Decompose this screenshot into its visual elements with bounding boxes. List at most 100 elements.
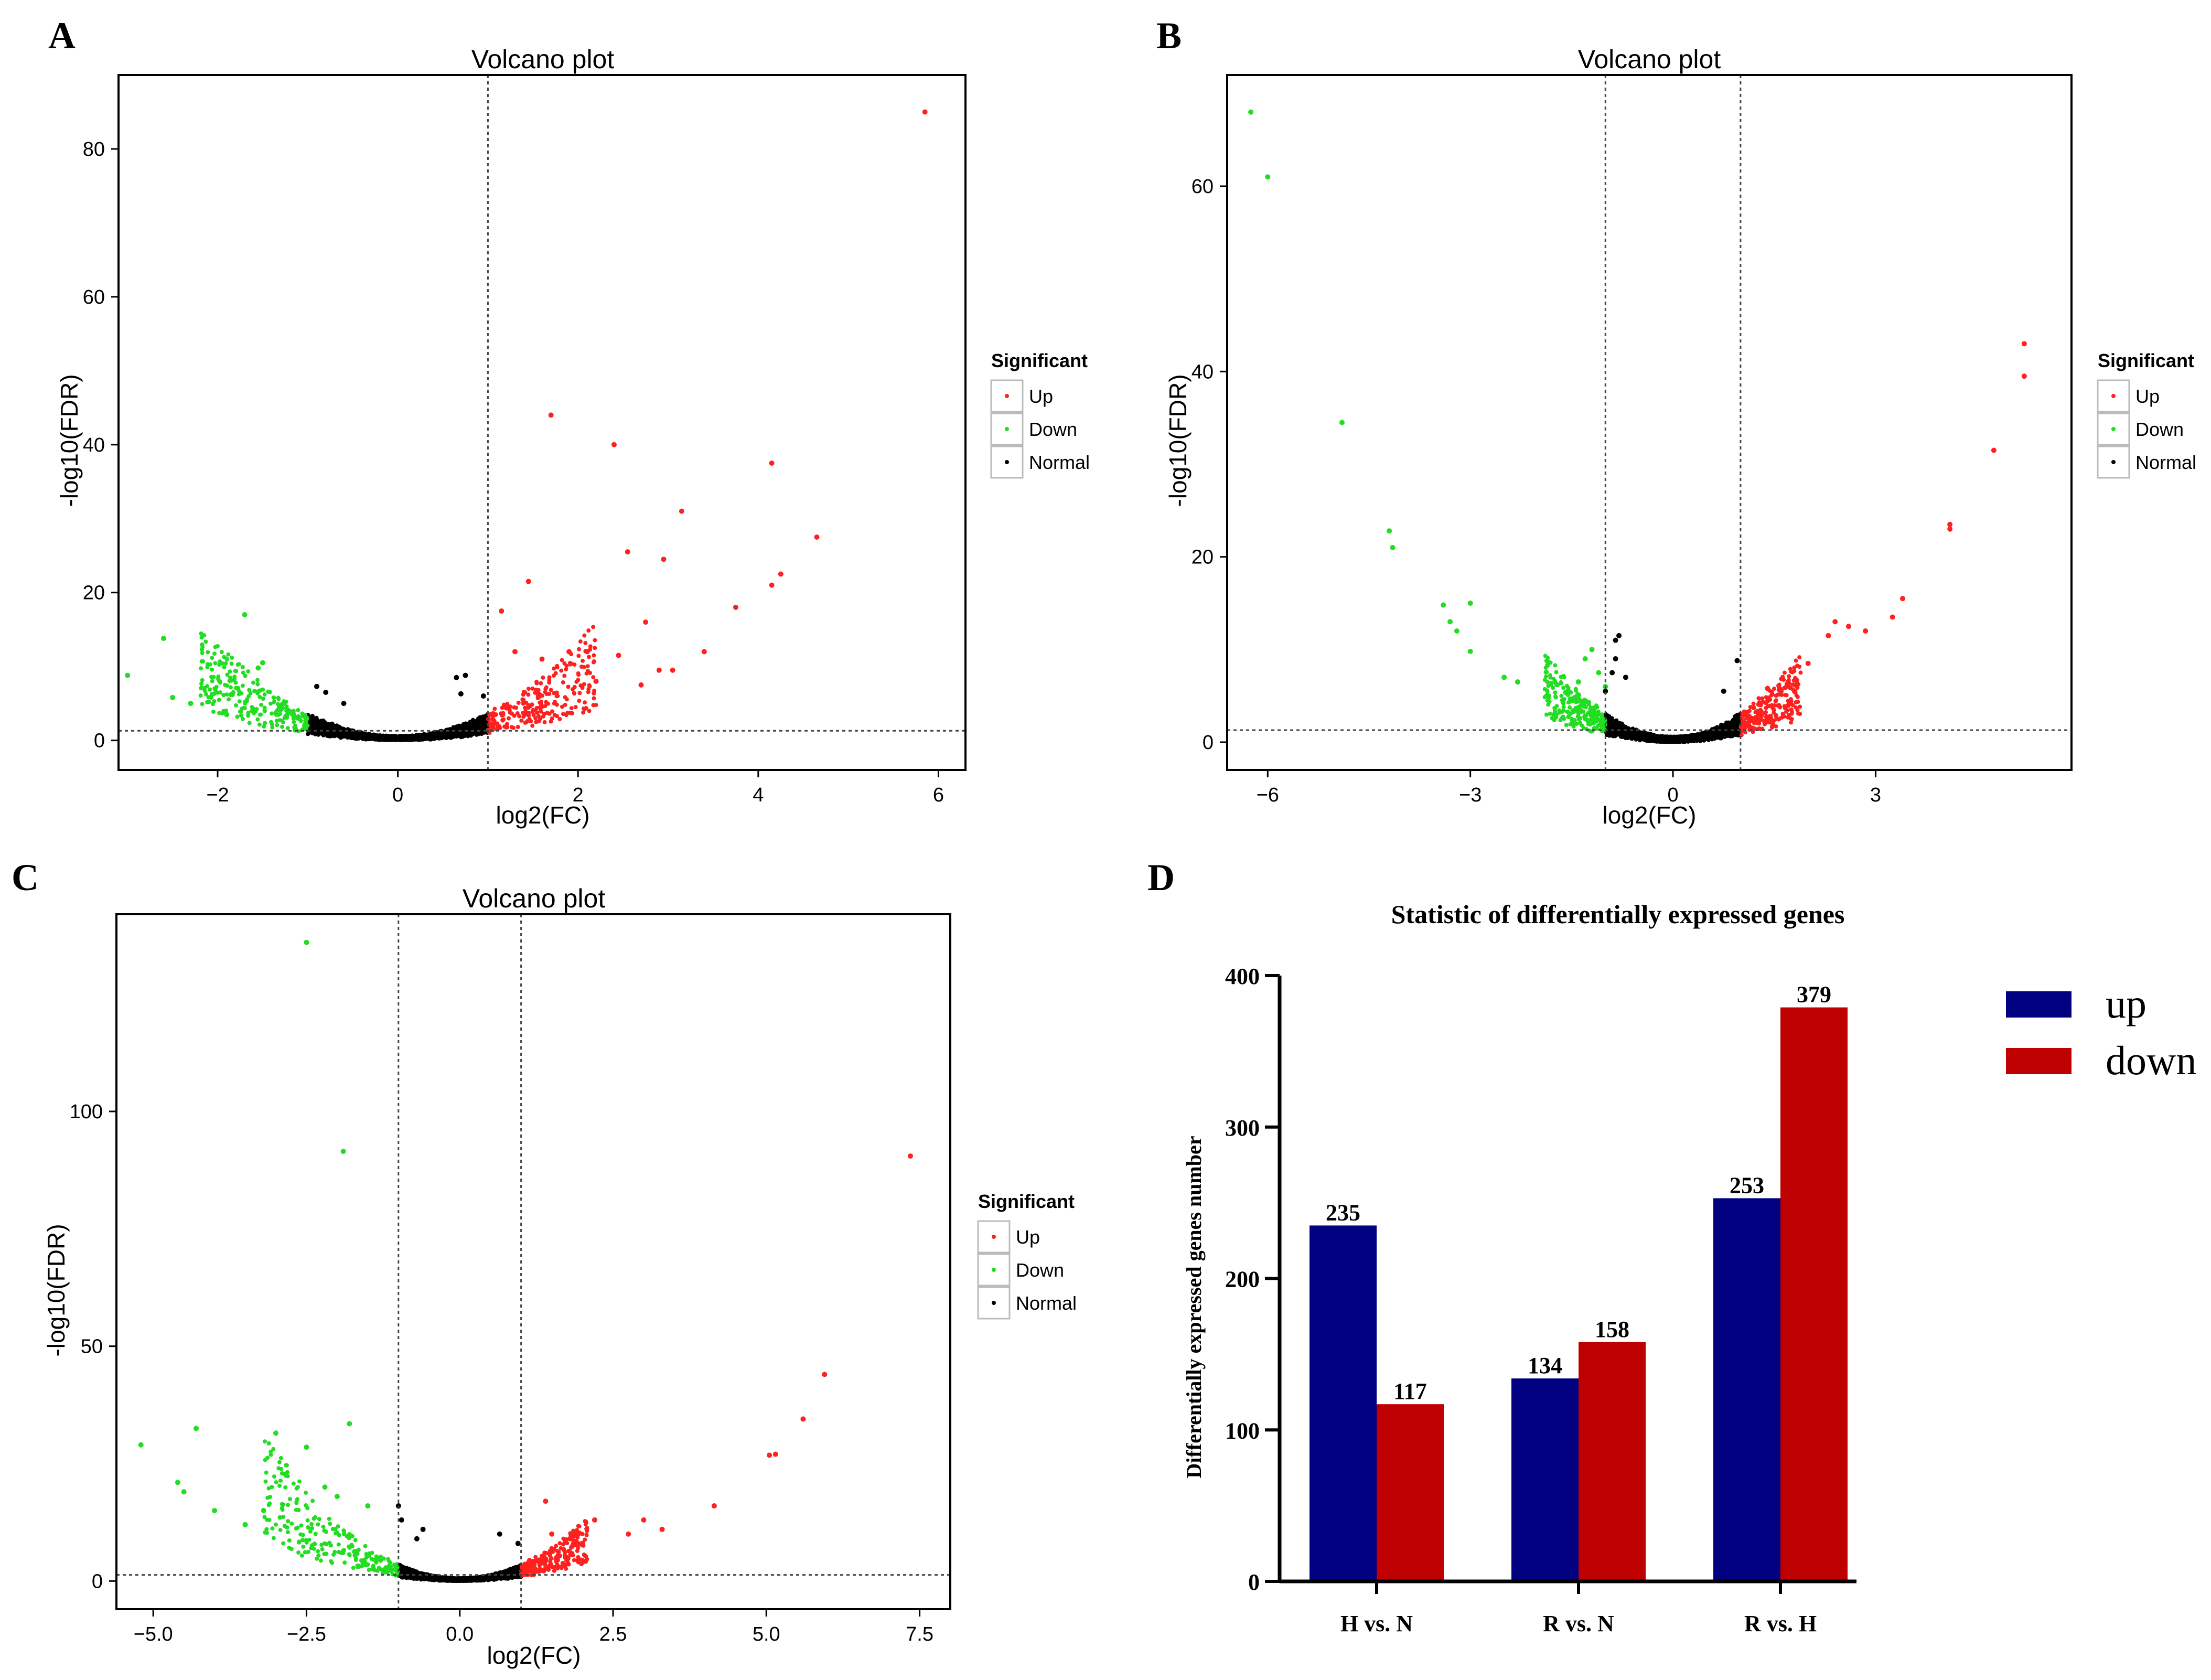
up-point xyxy=(769,582,775,588)
down-point xyxy=(246,669,251,674)
up-point xyxy=(566,684,571,689)
up-point xyxy=(543,687,548,691)
down-point xyxy=(285,726,290,731)
down-point xyxy=(237,699,242,704)
down-point xyxy=(216,676,221,681)
panel-letter-a: A xyxy=(48,15,76,57)
up-point xyxy=(520,698,525,702)
chart-title-a: Volcano plot xyxy=(471,45,615,74)
normal-point xyxy=(459,724,464,729)
down-point xyxy=(280,724,284,729)
down-point xyxy=(229,692,233,697)
down-point xyxy=(255,682,260,687)
down-point xyxy=(269,720,274,724)
up-point xyxy=(591,625,596,629)
normal-point xyxy=(476,721,480,726)
up-point xyxy=(587,670,592,675)
down-point xyxy=(210,656,214,660)
y-tick-label: 0 xyxy=(94,730,105,752)
down-point xyxy=(188,701,194,707)
x-tick-label: 3 xyxy=(1870,784,1881,806)
down-point xyxy=(212,651,217,656)
up-point xyxy=(560,658,564,662)
down-point xyxy=(203,639,208,644)
up-point xyxy=(582,633,587,638)
up-point xyxy=(493,713,498,718)
down-point xyxy=(199,631,203,636)
up-point xyxy=(490,716,495,721)
normal-point xyxy=(310,714,315,719)
up-point xyxy=(550,716,554,721)
normal-point xyxy=(454,734,458,739)
up-point xyxy=(572,691,576,695)
y-axis-label-b: -log10(FDR) xyxy=(1164,374,1192,507)
chart-title-b: Volcano plot xyxy=(1578,45,1721,74)
up-point xyxy=(533,690,538,695)
down-point xyxy=(235,714,240,719)
down-point xyxy=(217,698,221,702)
down-point xyxy=(237,692,241,697)
up-point xyxy=(679,508,684,514)
up-point xyxy=(552,666,556,671)
down-point xyxy=(248,691,253,695)
up-point xyxy=(573,705,578,710)
up-point xyxy=(553,671,558,676)
normal-point xyxy=(315,725,320,730)
down-point xyxy=(198,693,203,698)
up-point xyxy=(519,718,524,723)
normal-point xyxy=(345,733,350,738)
y-tick-label: 40 xyxy=(83,434,105,456)
normal-point xyxy=(480,693,486,699)
normal-point xyxy=(445,731,450,736)
normal-point xyxy=(412,736,416,741)
down-point xyxy=(276,712,281,717)
up-point xyxy=(499,608,505,614)
down-point xyxy=(220,711,224,716)
up-point xyxy=(539,681,543,686)
normal-point xyxy=(399,737,404,742)
down-point xyxy=(303,718,308,723)
up-point xyxy=(545,710,550,715)
up-point xyxy=(549,688,553,692)
down-point xyxy=(200,702,205,707)
down-point xyxy=(200,645,205,649)
up-point xyxy=(592,659,596,664)
down-point xyxy=(260,660,265,666)
up-point xyxy=(530,723,535,728)
up-point xyxy=(583,700,587,705)
up-point xyxy=(562,673,567,678)
up-point xyxy=(592,696,596,701)
down-point xyxy=(262,692,267,697)
up-point xyxy=(506,716,511,721)
volcano-panel-a: A Volcano plot log2(FC) -log10(FDR) −2 0 2… xyxy=(48,15,1090,829)
up-point xyxy=(534,720,539,724)
down-point xyxy=(208,687,212,692)
normal-point xyxy=(329,734,334,739)
up-point xyxy=(587,709,592,713)
up-point xyxy=(592,691,596,696)
up-point xyxy=(559,668,564,673)
legend-key-dot xyxy=(1005,460,1009,464)
down-point xyxy=(210,702,215,707)
up-point xyxy=(525,579,531,584)
y-tick-label: 80 xyxy=(83,138,105,160)
normal-point xyxy=(309,721,314,726)
down-point xyxy=(280,719,285,723)
x-tick-label: −3 xyxy=(1459,784,1482,806)
down-point xyxy=(296,708,300,712)
up-point xyxy=(539,709,543,714)
normal-point xyxy=(482,724,487,729)
down-point xyxy=(272,695,276,700)
up-point xyxy=(567,660,572,665)
legend-key-dot xyxy=(1005,394,1009,398)
up-point xyxy=(564,667,568,672)
down-point xyxy=(125,672,131,678)
normal-point xyxy=(463,672,468,678)
normal-point xyxy=(478,715,483,720)
down-point xyxy=(224,692,229,697)
up-point xyxy=(670,667,675,673)
up-point xyxy=(530,686,535,691)
normal-point xyxy=(352,736,357,741)
up-point xyxy=(566,649,572,655)
down-point xyxy=(291,709,296,713)
